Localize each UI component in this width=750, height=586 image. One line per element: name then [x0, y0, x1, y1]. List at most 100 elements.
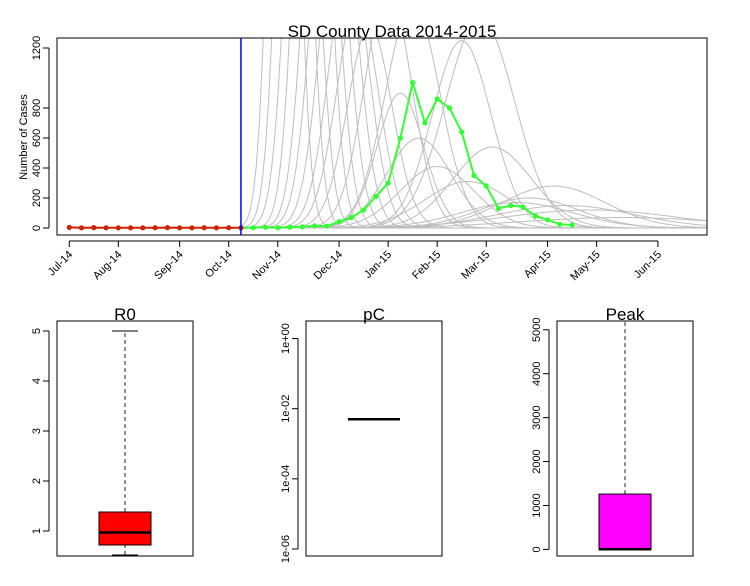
forecast-point: [336, 219, 342, 225]
x-tick-label: Nov-14: [250, 249, 284, 283]
forecast-point: [373, 193, 379, 200]
fit-point: [91, 225, 97, 231]
x-tick-label: Apr-15: [522, 249, 554, 281]
fit-point: [152, 225, 158, 231]
forecast-point: [508, 202, 514, 209]
fit-point: [213, 225, 219, 231]
x-tick-label: Jul-14: [46, 249, 76, 279]
y-tick-label: 1e+00: [280, 323, 292, 354]
y-tick-label: 200: [31, 189, 43, 207]
y-tick-label: 1200: [31, 36, 43, 60]
forecast-point: [483, 183, 489, 189]
y-tick-label: 800: [31, 99, 43, 117]
x-tick-label: Oct-14: [203, 249, 235, 281]
fit-point: [128, 225, 134, 231]
y-tick-label: 3000: [531, 405, 543, 429]
forecast-point: [532, 213, 538, 219]
y-tick-label: 1000: [531, 493, 543, 517]
forecast-point: [397, 135, 403, 141]
fit-point: [226, 225, 232, 231]
y-tick-label: 2000: [531, 449, 543, 473]
box: [598, 493, 652, 550]
x-axis: Jul-14 Aug-14 Sep-14 Oct-14 Nov-14 Dec-14 Jan-…: [46, 240, 664, 283]
forecast-point: [520, 204, 526, 210]
y-tick-label: 3: [31, 428, 43, 434]
timeseries-panel: SD County Data 2014-2015 Number of Cases…: [18, 22, 708, 283]
y-tick-label: 1e-02: [280, 395, 292, 423]
r0-y-axis: 1 2 3 4 5: [31, 328, 50, 534]
x-tick-label: Dec-14: [312, 249, 346, 283]
forecast-point: [324, 223, 330, 229]
y-tick-label: 0: [31, 225, 43, 231]
r0-title: R0: [114, 305, 136, 324]
fit-point: [103, 225, 109, 231]
fit-point: [189, 225, 195, 231]
forecast-point: [557, 221, 563, 227]
pc-y-axis: 1e+00 1e-02 1e-04 1e-06: [280, 323, 299, 563]
x-tick-label: Feb-15: [410, 249, 443, 282]
peak-title: Peak: [606, 305, 645, 324]
fit-point: [201, 225, 207, 231]
x-tick-label: Mar-15: [459, 249, 492, 282]
y-tick-label: 0: [531, 546, 543, 552]
simulation-lines: [240, 38, 707, 229]
forecast-point: [311, 223, 318, 229]
forecast-point: [410, 79, 416, 86]
y-tick-label: 2: [31, 478, 43, 484]
x-tick-label: Jun-15: [632, 249, 664, 281]
timeseries-title: SD County Data 2014-2015: [288, 22, 497, 41]
forecast-point: [361, 207, 367, 213]
forecast-point: [569, 222, 575, 228]
y-tick-label: 1e-06: [280, 535, 292, 563]
x-tick-label: Jan-15: [362, 249, 394, 281]
fit-point: [66, 224, 72, 230]
y-tick-label: 1e-04: [280, 465, 292, 493]
y-tick-label: 5: [31, 328, 43, 334]
forecast-point: [495, 205, 502, 212]
y-tick-label: 600: [31, 129, 43, 147]
y-axis-label: Number of Cases: [18, 94, 30, 180]
y-tick-label: 4000: [531, 361, 543, 385]
forecast-point: [287, 224, 293, 230]
peak-box: [598, 320, 652, 551]
forecast-point: [545, 217, 551, 223]
forecast-point: [262, 224, 269, 230]
forecast-point: [471, 172, 477, 179]
simulation-line: [241, 217, 707, 229]
simulation-line: [241, 38, 707, 229]
x-tick-label: May-15: [568, 249, 602, 283]
peak-y-axis: 0 1000 2000 3000 4000 5000: [531, 318, 550, 552]
fit-point: [177, 225, 183, 231]
timeseries-frame: [56, 37, 708, 236]
peak-boxplot-panel: Peak 0 1000 2000 3000 4000 5000: [531, 305, 694, 557]
box: [98, 511, 152, 546]
forecast-point: [459, 129, 465, 135]
y-tick-label: 400: [31, 159, 43, 177]
simulation-line: [241, 38, 707, 229]
x-tick-label: Sep-14: [152, 249, 186, 283]
forecast-point: [422, 120, 428, 126]
forecast-point: [348, 214, 354, 221]
forecast-point: [275, 225, 281, 231]
forecast-point: [299, 224, 305, 230]
y-tick-label: 1: [31, 528, 43, 534]
fit-point: [115, 225, 121, 231]
forecast-line: [240, 78, 573, 229]
simulation-line: [241, 39, 707, 229]
pc-boxplot-panel: pC 1e+00 1e-02 1e-04 1e-06: [280, 305, 443, 563]
fit-point: [78, 225, 85, 231]
x-tick-label: Aug-14: [91, 249, 125, 283]
fit-point: [164, 225, 170, 231]
y-axis: 0 200 400 600 800 1200: [31, 36, 50, 231]
forecast-point: [446, 105, 453, 111]
r0-boxplot-panel: R0 1 2 3 4 5: [31, 305, 194, 557]
forecast-point: [250, 225, 256, 231]
forecast-point: [434, 96, 440, 102]
y-tick-label: 4: [31, 378, 43, 384]
pc-title: pC: [363, 305, 385, 324]
forecast-point: [385, 180, 391, 186]
observed-series: [66, 78, 575, 231]
fit-point: [140, 225, 146, 231]
pc-frame: [305, 320, 443, 557]
